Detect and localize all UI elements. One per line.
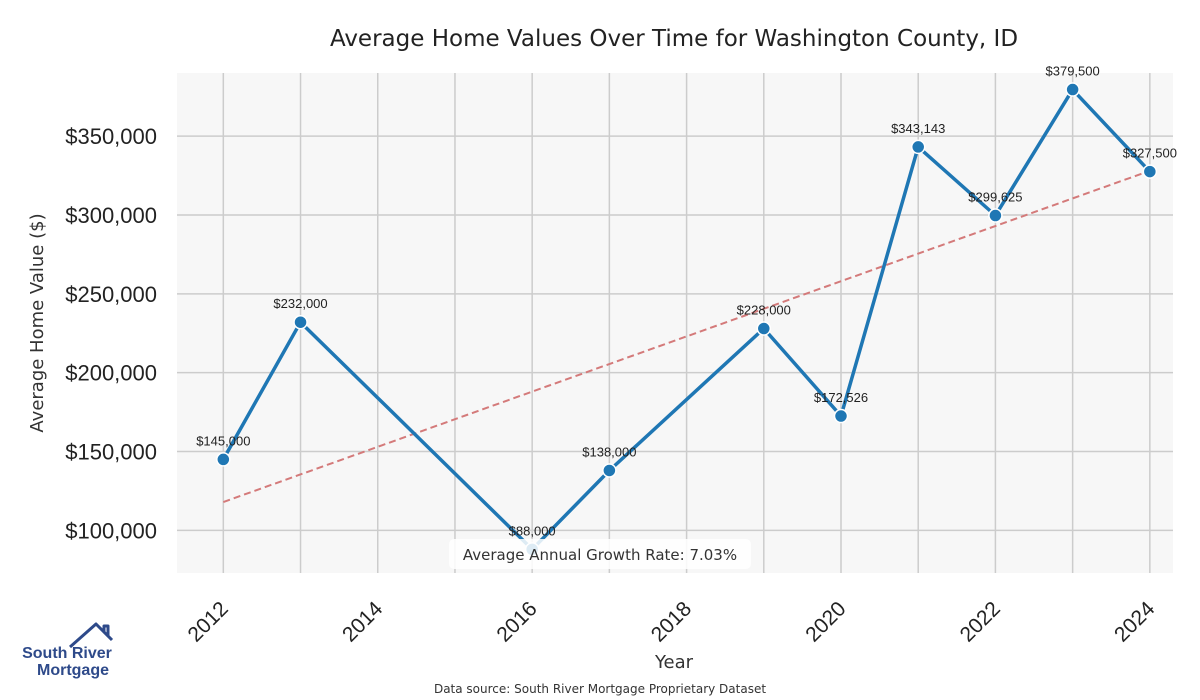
data-label: $228,000 xyxy=(737,303,791,318)
x-tick-label: 2016 xyxy=(492,597,541,646)
x-tick-label: 2014 xyxy=(338,597,388,647)
data-label: $379,500 xyxy=(1046,64,1100,79)
y-tick-label: $200,000 xyxy=(65,361,157,386)
y-tick-label: $250,000 xyxy=(65,282,157,307)
y-axis-ticks: $100,000 $150,000 $200,000 $250,000 $300,000… xyxy=(65,124,157,543)
data-label: $327,500 xyxy=(1123,146,1177,161)
y-axis-label: Average Home Value ($) xyxy=(27,213,48,432)
x-tick-label: 2012 xyxy=(184,597,233,646)
x-tick-label: 2022 xyxy=(956,597,1005,646)
logo-text-line2: Mortgage xyxy=(37,662,109,679)
logo-text-line1: South River xyxy=(22,645,112,662)
data-points xyxy=(216,82,1158,557)
y-tick-label: $300,000 xyxy=(65,203,157,228)
data-label: $232,000 xyxy=(273,296,327,311)
data-labels: $145,000 $232,000 $88,000 $138,000 $228,000 $… xyxy=(196,64,1177,539)
data-label: $145,000 xyxy=(196,433,250,448)
data-label: $343,143 xyxy=(891,121,945,136)
data-point xyxy=(1065,82,1080,97)
y-tick-label: $150,000 xyxy=(65,440,157,465)
data-label: $172,526 xyxy=(814,390,868,405)
house-roof-icon xyxy=(69,622,114,649)
x-tick-label: 2020 xyxy=(801,597,850,646)
x-tick-label: 2018 xyxy=(647,597,696,646)
plot-area xyxy=(177,73,1173,573)
data-point xyxy=(293,314,308,330)
data-point xyxy=(216,452,231,467)
data-point xyxy=(1142,164,1158,179)
growth-rate-box: Average Annual Growth Rate: 7.03% xyxy=(449,539,751,569)
x-axis-label: Year xyxy=(654,652,694,673)
company-logo: South River Mortgage xyxy=(22,622,114,679)
chart-title: Average Home Values Over Time for Washin… xyxy=(330,26,1018,52)
data-point xyxy=(910,139,926,155)
trend-line xyxy=(222,169,1151,503)
data-label: $88,000 xyxy=(509,523,556,538)
grid xyxy=(177,73,1173,573)
y-tick-label: $100,000 xyxy=(65,518,157,543)
data-point xyxy=(602,463,617,478)
data-source-note: Data source: South River Mortgage Propri… xyxy=(434,682,766,696)
data-point xyxy=(833,408,849,424)
x-axis-ticks: 2012 2014 2016 2018 2020 2022 2024 xyxy=(184,597,1160,647)
data-label: $138,000 xyxy=(582,444,636,459)
growth-rate-text: Average Annual Growth Rate: 7.03% xyxy=(463,546,737,564)
data-label: $299,625 xyxy=(968,190,1022,205)
series-line xyxy=(221,87,1152,552)
data-point xyxy=(756,321,772,336)
y-tick-label: $350,000 xyxy=(65,124,157,149)
data-point xyxy=(988,208,1003,223)
x-tick-label: 2024 xyxy=(1110,597,1160,647)
